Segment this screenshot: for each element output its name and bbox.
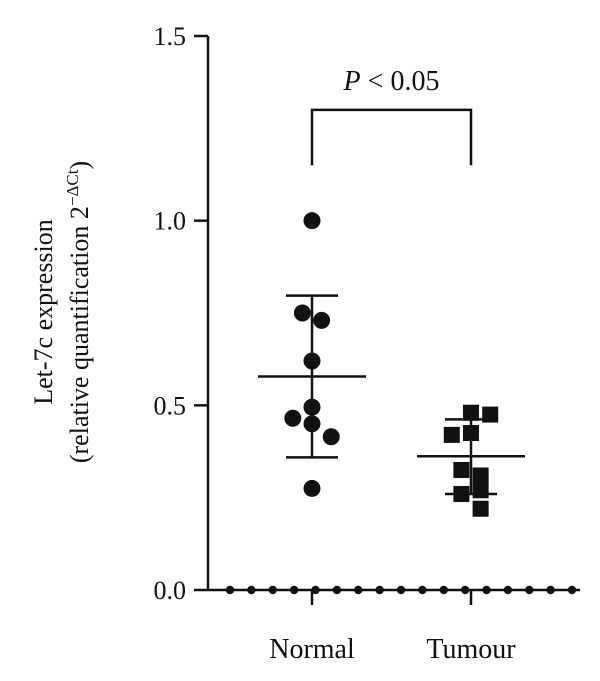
data-point-tumour bbox=[443, 426, 460, 443]
data-point-normal bbox=[303, 212, 321, 230]
data-point-tumour bbox=[472, 500, 489, 517]
y-tick-label: 1.0 bbox=[154, 207, 187, 236]
error-bars bbox=[258, 294, 525, 496]
axis-dot bbox=[525, 585, 534, 595]
y-tick-label: 0.5 bbox=[154, 391, 187, 420]
x-tick-label: Tumour bbox=[426, 634, 516, 665]
axis-dot bbox=[289, 585, 299, 595]
data-points bbox=[284, 212, 499, 517]
y-tick-label: 1.5 bbox=[154, 22, 187, 51]
data-point-normal bbox=[284, 409, 302, 427]
data-point-normal bbox=[293, 304, 311, 322]
axis-dot bbox=[482, 585, 491, 595]
data-point-normal bbox=[303, 398, 321, 416]
axis-dot bbox=[247, 585, 256, 595]
y-axis-title-line2-main: (relative quantification 2 bbox=[65, 206, 94, 463]
data-point-tumour bbox=[472, 467, 489, 484]
y-axis-title-line2-close: ) bbox=[65, 161, 94, 170]
axis-dot bbox=[567, 585, 577, 595]
y-axis-title-line2: (relative quantification 2−ΔCt) bbox=[63, 161, 94, 463]
data-point-tumour bbox=[472, 482, 489, 499]
data-point-tumour bbox=[463, 425, 479, 442]
x-tick-label: Normal bbox=[269, 634, 355, 665]
axis-dot bbox=[418, 585, 427, 595]
p-value-symbol: P bbox=[343, 66, 361, 97]
axis-dot bbox=[460, 585, 470, 595]
data-point-normal bbox=[303, 415, 321, 433]
axis-dot bbox=[375, 585, 384, 595]
data-point-tumour bbox=[482, 406, 499, 423]
data-point-normal bbox=[303, 352, 321, 370]
data-point-tumour bbox=[463, 404, 479, 421]
axis-dot bbox=[439, 585, 448, 595]
data-point-tumour bbox=[453, 485, 470, 502]
data-point-normal bbox=[313, 311, 331, 329]
axis-dot bbox=[311, 585, 320, 595]
x-axis: Normal Tumour bbox=[208, 585, 580, 665]
axis-dot bbox=[396, 585, 406, 595]
axis-dot bbox=[268, 585, 277, 595]
axis-dot bbox=[503, 585, 513, 595]
y-axis-title-superscript: −ΔCt bbox=[63, 169, 82, 206]
significance-bracket bbox=[310, 108, 473, 166]
significance-annotation: P < 0.05 bbox=[310, 66, 473, 166]
axis-dot bbox=[354, 585, 363, 595]
y-axis-title: Let-7c expression (relative quantificati… bbox=[29, 161, 94, 463]
axis-dot bbox=[332, 585, 342, 595]
axis-dot bbox=[546, 585, 555, 595]
data-point-normal bbox=[303, 479, 321, 497]
p-value-label: P < 0.05 bbox=[343, 66, 440, 97]
data-point-normal bbox=[322, 428, 340, 446]
p-value-text: < 0.05 bbox=[361, 66, 440, 97]
axis-dot bbox=[225, 585, 235, 595]
y-axis: 0.0 0.5 1.0 1.5 bbox=[154, 22, 210, 605]
y-tick-label: 0.0 bbox=[154, 576, 187, 605]
data-point-tumour bbox=[453, 461, 470, 478]
y-axis-title-line1: Let-7c expression bbox=[29, 219, 58, 405]
